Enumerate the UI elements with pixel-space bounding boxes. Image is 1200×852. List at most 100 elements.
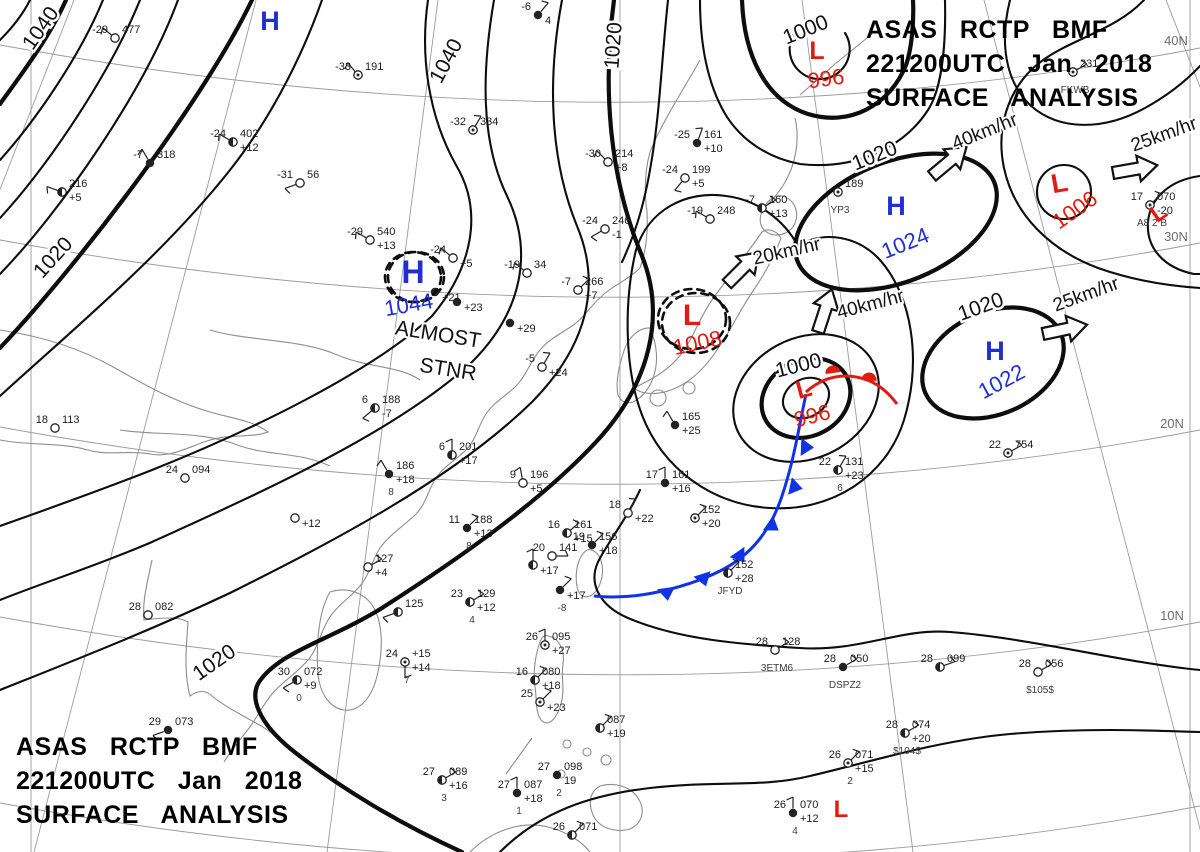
movement-speed-label: 25km/hr: [1050, 273, 1122, 316]
station-dewpoint: +13: [474, 528, 493, 540]
coast-shikoku: [682, 381, 696, 395]
station-plot: -24 246 -1: [582, 215, 630, 242]
station-temp: -29: [347, 226, 363, 238]
station-temp: 16: [548, 519, 560, 531]
wind-barb: [695, 210, 707, 218]
station-symbol: [110, 33, 120, 43]
movement-arrows: [721, 145, 1160, 344]
wind-barb: [355, 231, 367, 239]
wind-barb: [778, 641, 790, 649]
station-temp: 30: [278, 666, 290, 678]
station-pressure: 113: [62, 414, 80, 426]
pressure-center-letter: H: [886, 191, 906, 221]
wind-barb-tick: [542, 351, 551, 354]
station-dewpoint: +9: [304, 680, 317, 692]
station-temp: 9: [510, 469, 516, 481]
station-name: 1: [516, 806, 522, 817]
pressure-center-letter: H: [985, 336, 1005, 366]
station-plot: 26 070 +124: [774, 796, 819, 837]
station-dewpoint: +15: [574, 533, 593, 545]
station-pressure: 334: [480, 116, 498, 128]
station-name: -8: [558, 603, 567, 614]
fronts: [593, 365, 899, 601]
station-plot: +17-8: [555, 575, 586, 614]
station-pressure: 199: [692, 164, 710, 176]
station-pressure: +15: [412, 648, 431, 660]
wind-barb-tick: [769, 195, 777, 201]
wind-barb-tick: [949, 656, 956, 662]
wind-barb-tick: [596, 530, 604, 535]
wind-barb: [562, 578, 572, 588]
wind-barb-tick: [376, 459, 382, 467]
wind-barb: [590, 230, 602, 238]
station-dewpoint: +8: [615, 162, 628, 174]
station-dewpoint: +20: [912, 733, 931, 745]
station-pressure: 191: [365, 61, 383, 73]
warm-front: [804, 365, 899, 405]
coast-borneo: [469, 824, 591, 852]
station-symbol-half: [437, 775, 442, 785]
wind-barb-tick: [782, 637, 790, 643]
station-name: $105$: [1026, 685, 1054, 696]
wind-barb-tick: [572, 519, 580, 524]
wind-barb: [514, 262, 524, 271]
wind-barb-tick: [628, 497, 637, 500]
station-plot: 28 074 +20$104$: [886, 719, 931, 757]
station-plot: 6 201 +17: [439, 438, 478, 467]
station-pressure: 127: [375, 553, 393, 565]
station-dewpoint: +25: [682, 425, 701, 437]
movement-arrow-icon: [1040, 314, 1089, 344]
station-symbol-overcast: [384, 469, 394, 479]
station-plot: 189 YP3: [831, 178, 864, 216]
station-temp: 27: [538, 761, 550, 773]
station-plot: 18 +22: [609, 497, 654, 525]
station-plot: 186 +188: [376, 459, 415, 498]
wind-barb: [380, 459, 388, 471]
wind-barb-tick: [695, 127, 703, 130]
station-temp: -25: [674, 129, 690, 141]
station-dewpoint: +18: [396, 474, 415, 486]
station-pressure: 266: [585, 276, 603, 288]
wind-barb: [543, 352, 551, 364]
pressure-center-letter: L: [793, 374, 815, 405]
pressure-center-letter: L: [834, 796, 849, 823]
wind-barb: [1076, 63, 1088, 71]
station-pressure: 074: [912, 719, 930, 731]
wind-barb-tick: [850, 654, 858, 660]
wind-barb-tick: [137, 148, 143, 156]
station-symbol: [448, 253, 458, 263]
station-plot: 18 113: [36, 414, 80, 433]
station-symbol: [537, 362, 547, 372]
station-symbol-half: [595, 723, 600, 733]
coast-kuril: [799, 33, 873, 96]
station-symbol-overcast: [555, 585, 565, 595]
station-symbol: [1033, 667, 1043, 677]
coast-palawan: [505, 737, 533, 775]
station-dewpoint: +17: [540, 565, 559, 577]
station-pressure: 248: [717, 205, 735, 217]
station-name: 4: [792, 826, 798, 837]
wind-barb-tick: [46, 186, 49, 194]
station-pressure: 071: [855, 749, 873, 761]
dashed-center-circle: [656, 287, 728, 351]
station-symbol-overcast: [838, 662, 848, 672]
wind-barb: [347, 62, 356, 72]
station-pressure: 231: [1080, 58, 1098, 70]
station-pressure: 087: [607, 714, 625, 726]
station-symbol-half: [57, 187, 62, 197]
station-symbol-half: [567, 830, 572, 840]
coast-honshu: [633, 229, 782, 395]
station-dewpoint: +7: [585, 290, 598, 302]
station-temp: 26: [526, 631, 538, 643]
wind-barb-tick: [852, 748, 860, 753]
station-symbol: [180, 473, 190, 483]
wind-barb-tick: [512, 262, 516, 270]
station-plot: 29 073: [149, 716, 193, 741]
station-plot: -31 56: [277, 169, 319, 194]
latitude-label: 40N: [1164, 33, 1188, 48]
station-dewpoint: +12: [800, 813, 819, 825]
station-plot: 28 099: [921, 653, 965, 672]
station-pressure: 477: [122, 24, 140, 36]
station-plot: 25 +23: [521, 687, 566, 714]
